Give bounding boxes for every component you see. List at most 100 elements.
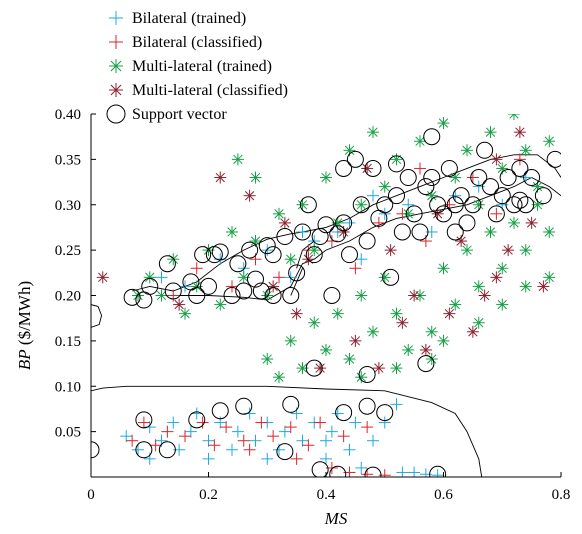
data-point-s3-25 <box>267 280 280 293</box>
data-point-s4-71 <box>505 196 523 214</box>
data-point-s0-53 <box>296 225 309 238</box>
data-point-s4-73 <box>517 196 535 214</box>
y-tick-label: 0.10 <box>55 379 81 395</box>
data-point-s4-19 <box>158 255 176 273</box>
data-point-s4-65 <box>470 169 488 187</box>
data-point-s4-55 <box>411 223 429 241</box>
data-point-s0-33 <box>320 434 332 447</box>
data-point-s4-5 <box>211 402 229 420</box>
data-point-s0-30 <box>408 466 421 477</box>
data-point-s3-21 <box>466 325 479 338</box>
data-point-s2-61 <box>231 153 244 166</box>
x-axis-label: MS <box>324 509 348 528</box>
data-point-s2-24 <box>414 135 426 148</box>
y-tick-label: 0.30 <box>55 198 81 214</box>
legend-label-1: Bilateral (classified) <box>132 34 262 51</box>
data-point-s2-70 <box>543 271 556 284</box>
data-point-s4-44 <box>346 150 364 168</box>
data-point-s3-22 <box>490 271 503 284</box>
x-tick-label: 0 <box>87 487 95 503</box>
data-point-s1-6 <box>208 439 221 452</box>
data-point-s2-57 <box>508 216 520 229</box>
data-point-s4-11 <box>358 397 376 415</box>
data-point-s1-20 <box>243 443 256 456</box>
data-point-s2-15 <box>308 244 321 257</box>
legend-marker-1 <box>109 35 123 49</box>
data-point-s4-64 <box>464 196 482 214</box>
legend-label-0: Bilateral (trained) <box>132 10 246 27</box>
data-point-s4-8 <box>311 461 329 477</box>
data-point-s4-66 <box>476 141 494 159</box>
plot-area <box>91 114 561 477</box>
data-point-s2-64 <box>390 362 403 375</box>
data-point-s4-77 <box>358 365 376 383</box>
data-point-s4-22 <box>200 277 217 295</box>
data-point-s2-56 <box>496 262 509 275</box>
y-tick-label: 0.25 <box>55 243 81 259</box>
data-point-s4-54 <box>405 205 423 223</box>
data-point-s4-85 <box>423 128 441 146</box>
data-point-s4-14 <box>429 465 447 477</box>
data-point-s4-72 <box>511 159 529 177</box>
data-point-s2-20 <box>367 126 379 139</box>
data-point-s4-67 <box>482 178 499 196</box>
data-point-s4-75 <box>534 187 552 205</box>
data-point-s4-58 <box>429 196 447 214</box>
data-point-s4-56 <box>417 178 435 196</box>
data-point-s3-7 <box>361 162 374 175</box>
data-point-s2-21 <box>378 180 391 193</box>
data-point-s2-60 <box>543 225 556 238</box>
data-point-s4-18 <box>141 277 159 295</box>
data-point-s2-37 <box>273 371 285 384</box>
data-point-s1-13 <box>314 416 327 429</box>
x-tick-label: 0.8 <box>552 487 571 503</box>
data-point-s2-54 <box>472 280 485 293</box>
data-point-s4-76 <box>546 150 561 168</box>
data-point-s3-2 <box>214 171 227 184</box>
data-point-s4-29 <box>252 282 270 300</box>
data-point-s4-78 <box>417 355 435 373</box>
data-point-s3-0 <box>96 271 109 284</box>
data-point-s4-2 <box>135 441 153 459</box>
data-point-s4-0 <box>91 441 100 459</box>
data-point-s2-58 <box>519 244 532 257</box>
data-point-s0-27 <box>378 416 391 429</box>
data-point-s2-2 <box>155 289 168 302</box>
data-point-s0-38 <box>179 280 191 293</box>
y-tick-label: 0.15 <box>55 334 81 350</box>
data-point-s3-26 <box>490 153 503 166</box>
data-point-s1-4 <box>179 430 191 443</box>
data-point-s4-60 <box>440 159 458 177</box>
data-point-s2-4 <box>179 307 191 320</box>
data-point-s4-33 <box>282 287 300 304</box>
data-point-s4-80 <box>235 282 253 300</box>
data-point-s2-14 <box>296 198 309 211</box>
data-point-s2-23 <box>402 207 415 220</box>
data-point-s2-16 <box>320 171 332 184</box>
data-point-s4-26 <box>229 255 247 273</box>
data-point-s0-6 <box>184 425 197 438</box>
data-point-s0-42 <box>284 271 297 284</box>
data-point-s2-19 <box>355 198 368 211</box>
data-point-s4-16 <box>123 288 141 306</box>
data-point-s2-31 <box>496 162 509 175</box>
data-point-s4-7 <box>282 395 300 413</box>
data-point-s4-4 <box>188 411 206 429</box>
data-point-s0-29 <box>396 466 409 477</box>
data-point-s1-36 <box>513 153 526 166</box>
data-point-s1-0 <box>126 434 139 447</box>
data-point-s2-9 <box>237 271 250 284</box>
data-point-s0-8 <box>202 434 215 447</box>
data-point-s1-26 <box>273 271 285 284</box>
data-point-s4-62 <box>452 187 470 205</box>
data-point-s1-30 <box>372 216 385 229</box>
data-point-s4-28 <box>247 270 264 288</box>
data-point-s4-86 <box>335 159 353 177</box>
data-point-s4-38 <box>311 228 329 246</box>
data-point-s4-88 <box>511 191 529 209</box>
data-point-s2-66 <box>437 334 450 347</box>
data-point-s4-84 <box>446 196 464 214</box>
data-point-s3-27 <box>513 126 526 139</box>
decision-boundary-5 <box>290 268 303 296</box>
data-point-s4-6 <box>235 397 253 415</box>
